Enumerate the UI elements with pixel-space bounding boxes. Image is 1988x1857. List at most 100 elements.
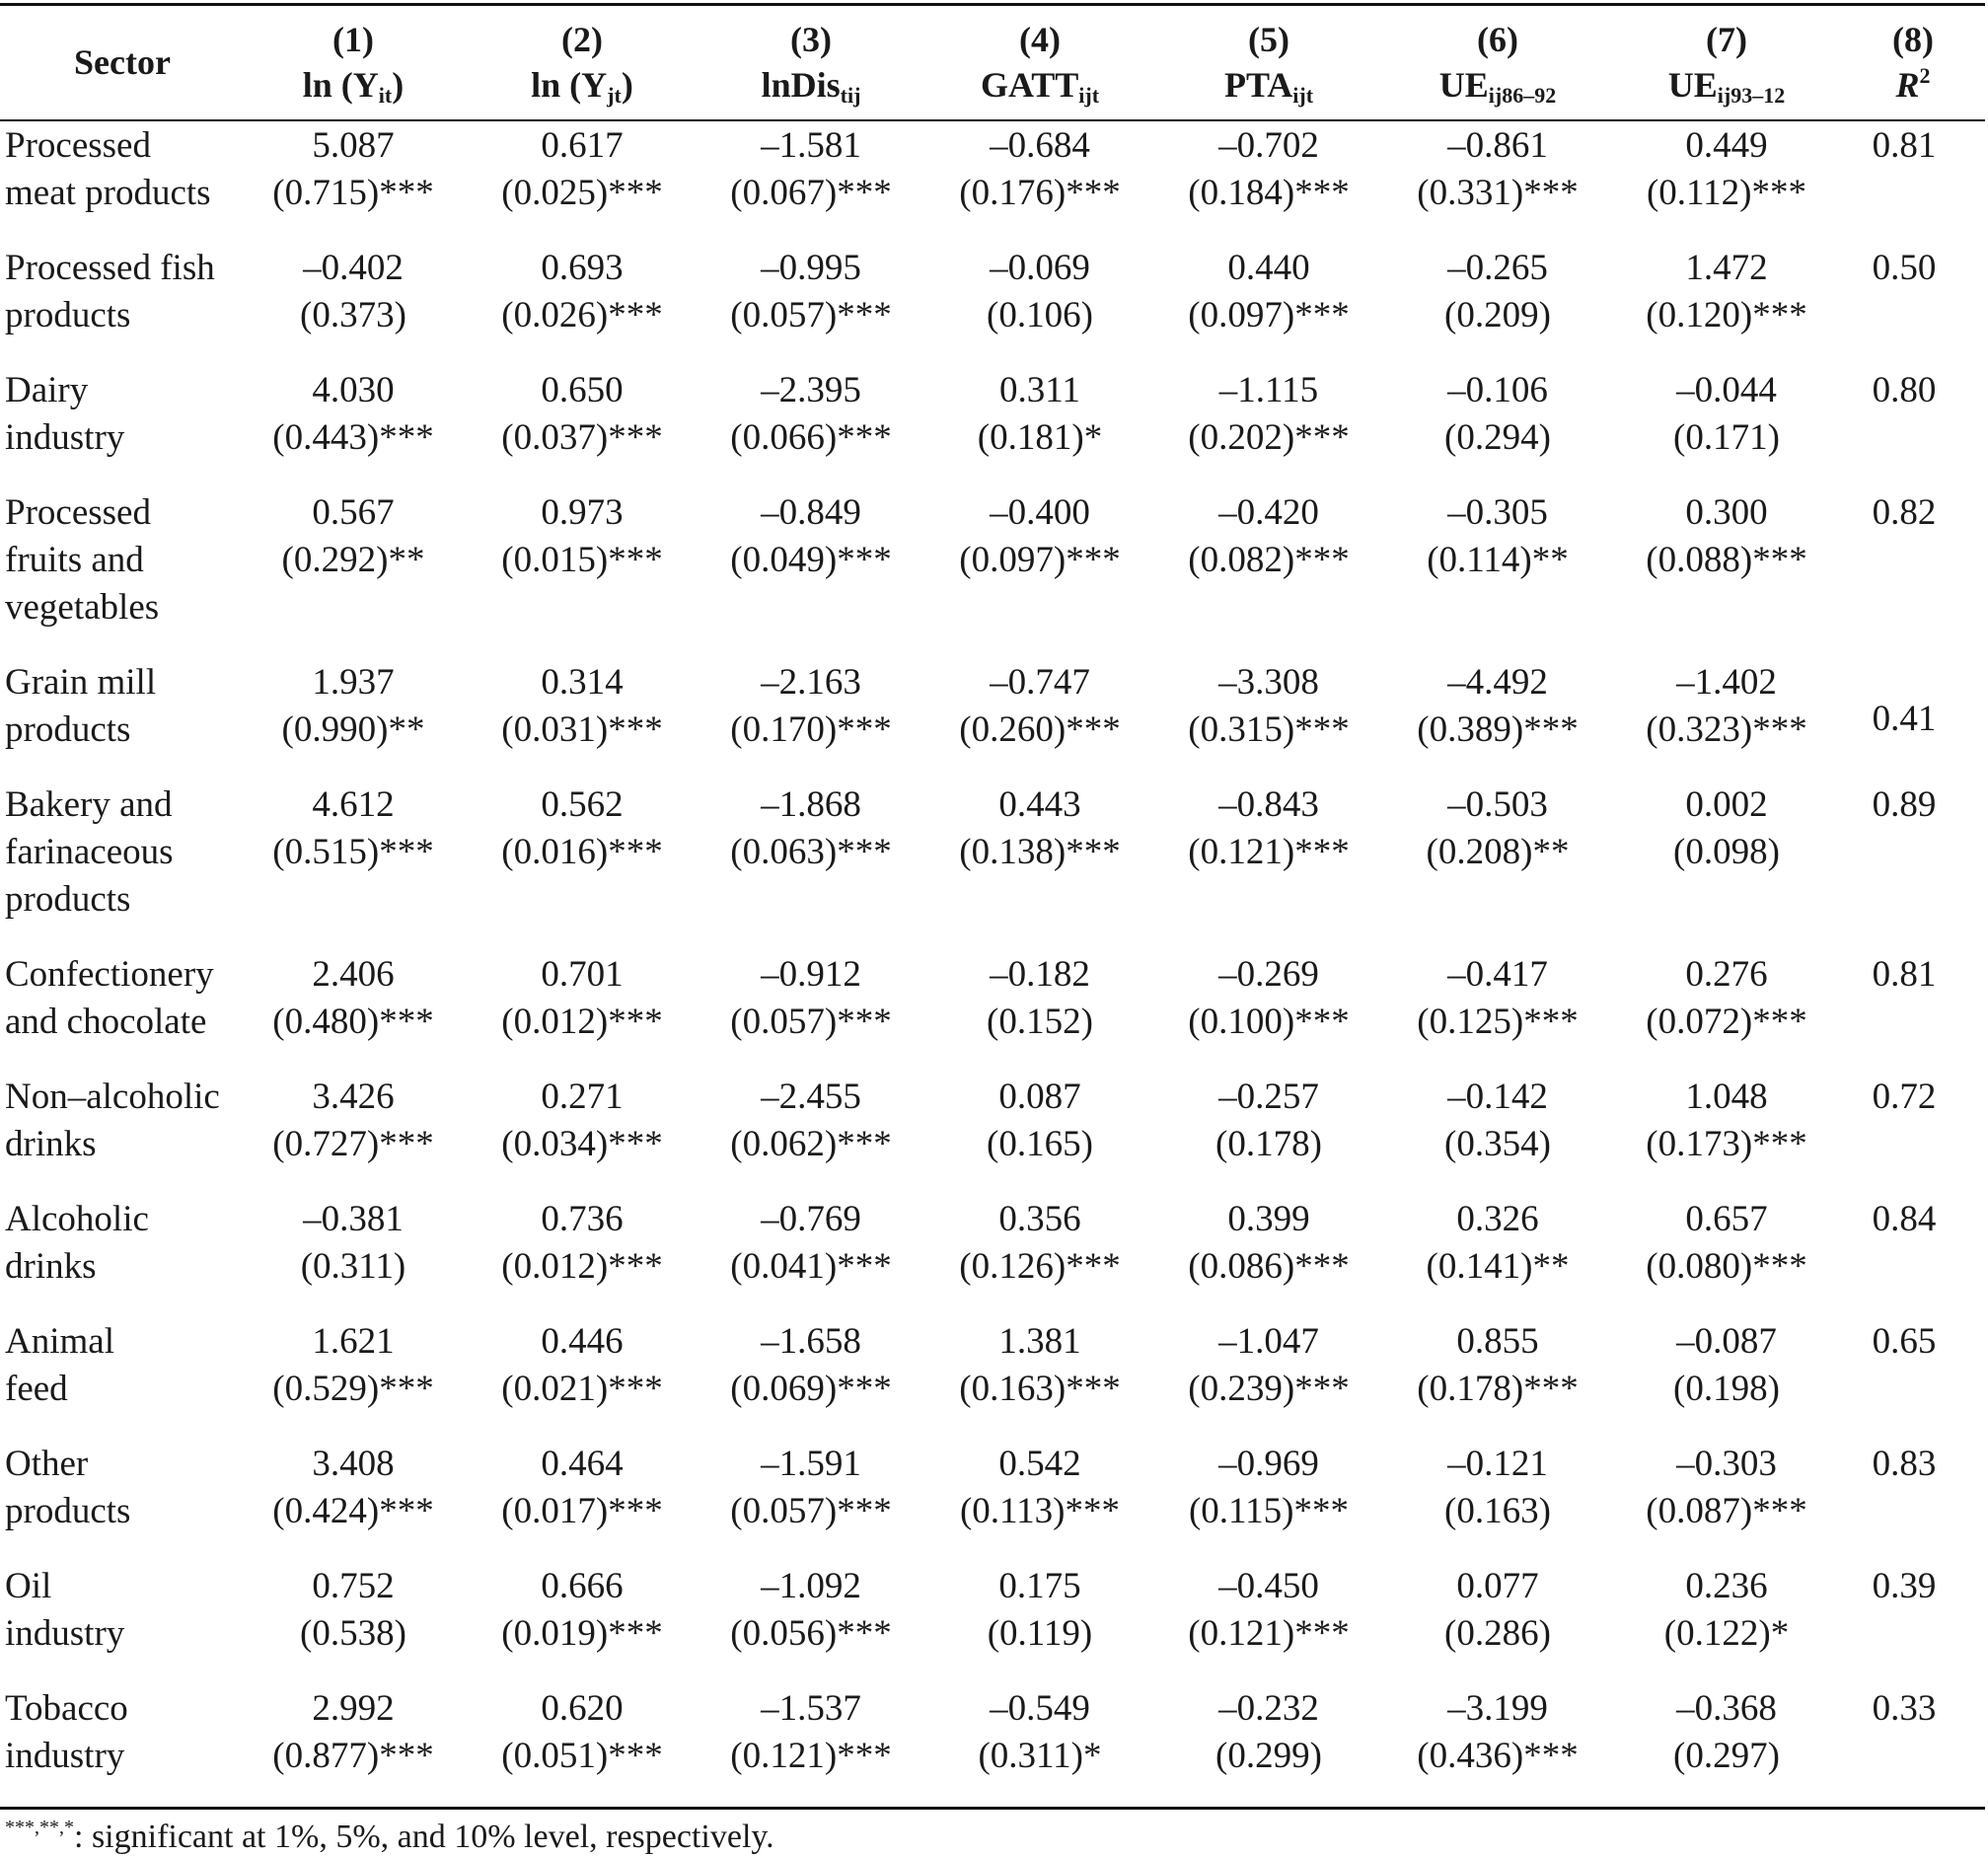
coefficient: –1.581	[761, 124, 861, 166]
estimate-cell: 0.855 (0.178)***	[1383, 1317, 1612, 1440]
standard-error: (0.119)	[987, 1612, 1093, 1654]
standard-error: (0.389)***	[1417, 708, 1579, 750]
header-col-main: UE	[1438, 65, 1489, 106]
coefficient: –0.747	[990, 661, 1090, 703]
r-squared-cell: 0.83	[1872, 1443, 1937, 1484]
estimate-cell: –0.969 (0.115)***	[1154, 1440, 1383, 1562]
estimate-cell: –0.684 (0.176)***	[925, 120, 1154, 244]
coefficient: 0.666	[541, 1565, 624, 1606]
estimate-cell: –1.537 (0.121)***	[697, 1683, 925, 1810]
coefficient: –1.092	[761, 1565, 861, 1606]
coefficient: 0.973	[541, 491, 624, 533]
coefficient: 0.736	[541, 1198, 624, 1239]
coefficient: –0.843	[1218, 783, 1319, 825]
sector-cell: Oil industry	[0, 1562, 239, 1684]
coefficient: –2.455	[761, 1076, 861, 1117]
standard-error: (0.063)***	[730, 831, 892, 872]
header-col-number: (7)	[1706, 20, 1747, 60]
coefficient: 0.617	[541, 124, 624, 166]
sector-name-line: Dairy	[5, 369, 89, 410]
coefficient: 0.002	[1685, 783, 1768, 825]
sector-name-line: Bakery and	[5, 783, 173, 825]
standard-error: (0.184)***	[1188, 172, 1350, 213]
standard-error: (0.292)**	[281, 539, 425, 580]
standard-error: (0.178)	[1215, 1123, 1322, 1164]
estimate-cell: 0.087 (0.165)	[925, 1073, 1154, 1195]
standard-error: (0.026)***	[501, 294, 663, 335]
coefficient: 0.567	[312, 491, 395, 533]
standard-error: (0.173)***	[1646, 1123, 1807, 1164]
sector-name-line: Non–alcoholic	[5, 1076, 220, 1117]
coefficient: 0.657	[1685, 1198, 1768, 1239]
header-col-subscript: jt	[607, 83, 622, 109]
header-col-label: ln (Yjt)	[531, 65, 633, 109]
estimate-cell: 0.542 (0.113)***	[925, 1440, 1154, 1562]
standard-error: (0.056)***	[730, 1612, 892, 1654]
estimate-cell: 0.314 (0.031)***	[468, 658, 697, 780]
coefficient: –1.402	[1676, 661, 1777, 703]
sector-name-line: Alcoholic	[5, 1198, 149, 1239]
sector-name-line: Processed fish	[5, 247, 215, 288]
standard-error: (0.115)***	[1188, 1490, 1350, 1531]
header-col-3: (3) lnDistij	[697, 3, 925, 121]
standard-error: (0.057)***	[730, 1490, 892, 1531]
estimate-cell: 0.356 (0.126)***	[925, 1195, 1154, 1317]
sector-name-line: drinks	[5, 1245, 97, 1287]
header-col-superscript: 2	[1919, 63, 1931, 89]
estimate-cell: 1.937 (0.990)**	[239, 658, 468, 780]
coefficient: –1.591	[761, 1443, 861, 1484]
estimate-cell: –0.769 (0.041)***	[697, 1195, 925, 1317]
header-col-main: ln (Y	[531, 65, 608, 106]
coefficient: 3.426	[312, 1076, 395, 1117]
standard-error: (0.015)***	[501, 539, 663, 580]
estimate-cell: 4.612 (0.515)***	[239, 780, 468, 950]
standard-error: (0.012)***	[501, 1001, 663, 1042]
r-squared-cell: 0.82	[1872, 491, 1937, 533]
regression-table: Sector (1) ln (Yit) (2) ln (Yjt) (3) lnDistij…	[0, 3, 1985, 1810]
header-col-label: GATTijt	[981, 65, 1100, 109]
standard-error: (0.715)***	[272, 172, 434, 213]
standard-error: (0.067)***	[730, 172, 892, 213]
sector-name-line: meat products	[5, 172, 211, 213]
standard-error: (0.727)***	[272, 1123, 434, 1164]
header-col-label: lnDistij	[762, 65, 861, 107]
header-col-subscript: ijt	[1078, 83, 1100, 109]
estimate-cell: –2.455 (0.062)***	[697, 1073, 925, 1195]
coefficient: –0.381	[303, 1198, 404, 1239]
standard-error: (0.086)***	[1188, 1245, 1350, 1287]
estimate-cell: 0.666 (0.019)***	[468, 1562, 697, 1684]
header-row: Sector (1) ln (Yit) (2) ln (Yjt) (3) lnDistij…	[0, 3, 1985, 121]
sector-cell: Dairy industry	[0, 366, 239, 488]
sector-name-line: Confectionery	[5, 953, 214, 995]
standard-error: (0.125)***	[1417, 1001, 1579, 1042]
sector-name-line: vegetables	[5, 586, 160, 628]
standard-error: (0.239)***	[1188, 1368, 1350, 1409]
coefficient: –0.417	[1447, 953, 1548, 995]
standard-error: (0.121)***	[1188, 1612, 1350, 1654]
coefficient: –0.044	[1676, 369, 1777, 410]
standard-error: (0.138)***	[959, 831, 1121, 872]
estimate-cell: 0.736 (0.012)***	[468, 1195, 697, 1317]
standard-error: (0.299)	[1215, 1735, 1322, 1776]
estimate-cell: –3.308 (0.315)***	[1154, 658, 1383, 780]
sector-cell: Processed fruits and vegetables	[0, 488, 239, 658]
estimate-cell: 1.048 (0.173)***	[1612, 1073, 1841, 1195]
standard-error: (0.012)***	[501, 1245, 663, 1287]
standard-error: (0.990)**	[281, 708, 425, 750]
estimate-cell: –0.420 (0.082)***	[1154, 488, 1383, 658]
coefficient: –0.305	[1447, 491, 1548, 533]
header-col-subscript: ijt	[1292, 83, 1314, 109]
sector-cell: Alcoholic drinks	[0, 1195, 239, 1317]
coefficient: 0.087	[998, 1076, 1081, 1117]
coefficient: –1.537	[761, 1687, 861, 1729]
coefficient: 0.443	[998, 783, 1081, 825]
sector-cell: Processed meat products	[0, 120, 239, 244]
standard-error: (0.171)	[1673, 416, 1780, 458]
estimate-cell: –1.047 (0.239)***	[1154, 1317, 1383, 1440]
header-col-subscript: it	[378, 83, 393, 109]
standard-error: (0.286)	[1444, 1612, 1551, 1654]
estimate-cell: –0.843 (0.121)***	[1154, 780, 1383, 950]
standard-error: (0.121)***	[730, 1735, 892, 1776]
coefficient: 0.276	[1685, 953, 1768, 995]
coefficient: 2.406	[312, 953, 395, 995]
